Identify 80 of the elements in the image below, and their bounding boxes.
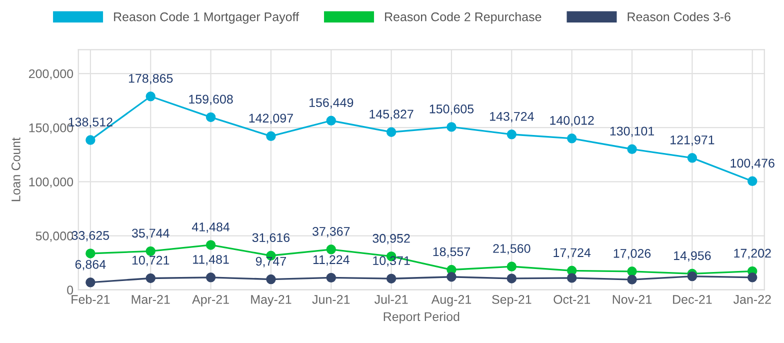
point: [86, 248, 96, 258]
data-label: 18,557: [433, 247, 470, 258]
point: [687, 153, 698, 163]
x-axis-title: Report Period: [384, 312, 460, 324]
point: [566, 134, 577, 144]
x-tick-label: Jan-22: [733, 295, 771, 304]
y-tick-label: 0: [67, 286, 74, 294]
data-label: 10,721: [132, 256, 170, 266]
point: [506, 274, 517, 284]
point: [326, 244, 336, 254]
point: [386, 274, 396, 284]
legend-label: Reason Codes 3-6: [628, 12, 730, 22]
x-tick-label: Nov-21: [612, 295, 652, 304]
point: [146, 92, 156, 102]
point: [748, 272, 758, 282]
point: [146, 273, 156, 284]
data-label: 6,864: [75, 260, 106, 270]
point: [266, 131, 276, 142]
point: [446, 122, 456, 132]
point: [506, 262, 517, 272]
data-label: 17,724: [554, 248, 591, 259]
point: [206, 112, 216, 122]
data-label: 142,097: [249, 114, 293, 124]
legend-label: Reason Code 2 Repurchase: [385, 12, 542, 24]
point: [566, 273, 577, 283]
x-tick-label: Dec-21: [673, 295, 712, 304]
x-tick-label: May-21: [251, 295, 292, 306]
x-tick-label: Feb-21: [72, 294, 110, 304]
data-label: 130,101: [610, 126, 654, 138]
data-label: 30,952: [372, 234, 410, 244]
data-label: 100,476: [730, 158, 774, 170]
data-label: 145,827: [370, 110, 414, 120]
point: [446, 272, 456, 282]
point: [86, 135, 96, 145]
y-axis-title: Loan Count: [11, 138, 20, 202]
data-label: 37,367: [312, 226, 350, 238]
point: [627, 144, 637, 154]
data-label: 33,625: [72, 231, 110, 242]
data-label: 10,371: [373, 256, 410, 267]
point: [687, 271, 698, 282]
x-tick-label: Oct-21: [554, 295, 590, 304]
y-tick-label: 200,000: [28, 69, 74, 80]
point: [326, 272, 336, 283]
point: [206, 272, 216, 282]
legend-label: Reason Code 1 Mortgager Payoff: [114, 12, 300, 24]
point: [627, 266, 637, 276]
data-label: 9,747: [256, 256, 286, 268]
data-label: 159,608: [189, 94, 233, 106]
data-label: 35,744: [132, 228, 170, 240]
y-tick-label: 50,000: [36, 232, 74, 242]
data-label: 178,865: [128, 74, 173, 84]
point: [326, 116, 336, 126]
data-label: 17,202: [734, 248, 771, 260]
point: [206, 240, 216, 250]
data-label: 31,616: [252, 233, 290, 244]
x-tick-label: Sep-21: [492, 295, 532, 306]
data-label: 41,484: [192, 222, 230, 233]
data-label: 21,560: [493, 244, 530, 254]
data-label: 11,224: [313, 255, 350, 266]
x-tick-label: Jul-21: [374, 294, 408, 304]
x-tick-label: Jun-21: [312, 295, 350, 304]
point: [627, 274, 637, 284]
x-tick-label: Mar-21: [132, 295, 170, 304]
point: [146, 246, 156, 256]
y-tick-label: 100,000: [29, 177, 74, 188]
point: [266, 274, 276, 284]
data-label: 140,012: [550, 116, 594, 126]
point: [86, 278, 96, 288]
data-label: 11,481: [193, 254, 229, 266]
data-label: 150,605: [430, 104, 474, 115]
data-label: 143,724: [490, 112, 534, 122]
point: [506, 130, 517, 140]
x-tick-label: Apr-21: [192, 295, 229, 306]
data-label: 156,449: [310, 98, 354, 109]
data-label: 121,971: [670, 135, 714, 146]
x-tick-label: Aug-21: [431, 295, 472, 306]
point: [386, 127, 396, 137]
data-label: 17,026: [614, 248, 651, 260]
point: [748, 176, 758, 186]
data-label: 14,956: [674, 251, 711, 262]
